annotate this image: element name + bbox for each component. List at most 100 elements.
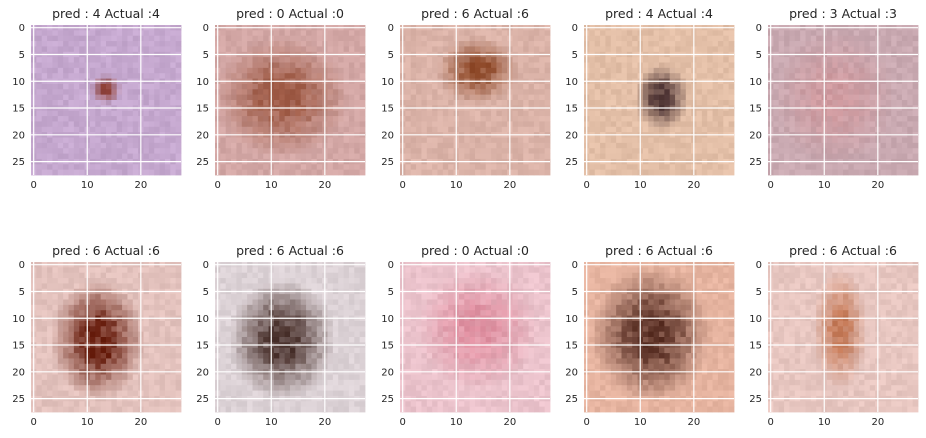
pixel — [111, 363, 118, 370]
pixel — [143, 83, 150, 90]
pixel — [100, 337, 107, 343]
pixel — [231, 110, 237, 117]
pixel — [517, 126, 524, 133]
pixel — [247, 83, 253, 90]
pixel — [68, 126, 75, 133]
pixel — [95, 337, 102, 343]
pixel — [448, 153, 454, 160]
pixel — [73, 320, 80, 327]
pixel — [252, 35, 259, 42]
pixel — [143, 267, 150, 274]
pixel — [175, 278, 182, 284]
pixel — [231, 30, 237, 37]
pixel — [901, 94, 908, 101]
pixel — [154, 326, 160, 333]
pixel — [47, 100, 53, 106]
pixel — [159, 164, 166, 171]
pixel — [437, 73, 444, 79]
pixel — [642, 148, 649, 154]
pixel — [664, 73, 671, 79]
pixel — [794, 121, 801, 128]
pixel — [800, 137, 806, 144]
pixel — [712, 121, 719, 128]
pixel — [164, 89, 171, 96]
pixel — [616, 89, 622, 96]
pixel — [143, 406, 150, 413]
pixel — [442, 137, 449, 144]
pixel — [175, 337, 182, 343]
pixel — [496, 142, 503, 149]
pixel — [491, 57, 497, 63]
pixel — [475, 142, 481, 149]
pixel — [485, 35, 492, 42]
pixel — [496, 164, 503, 171]
pixel — [653, 148, 660, 154]
pixel — [132, 73, 139, 79]
pixel — [263, 142, 269, 149]
pixel — [491, 30, 497, 37]
pixel — [170, 41, 177, 47]
pixel — [220, 169, 227, 176]
pixel — [848, 46, 855, 53]
pixel — [164, 126, 171, 133]
pixel — [311, 121, 318, 128]
pixel — [469, 100, 476, 106]
pixel — [73, 153, 80, 160]
pixel — [696, 46, 703, 53]
pixel — [594, 121, 601, 128]
pixel — [143, 310, 150, 316]
pixel — [300, 62, 307, 69]
pixel — [164, 320, 171, 327]
pixel — [533, 116, 540, 122]
pixel — [159, 62, 166, 69]
pixel — [68, 121, 75, 128]
pixel — [843, 94, 849, 101]
pixel — [338, 73, 344, 79]
pixel — [480, 142, 487, 149]
pixel — [295, 142, 302, 149]
pixel — [273, 169, 280, 176]
pixel — [231, 100, 237, 106]
pixel — [659, 62, 665, 69]
pixel — [343, 126, 350, 133]
pixel — [306, 110, 312, 117]
pixel — [648, 100, 655, 106]
pixel — [348, 35, 355, 42]
pixel — [73, 116, 80, 122]
pixel — [517, 57, 524, 63]
pixel — [132, 374, 139, 381]
pixel — [164, 358, 171, 365]
pixel — [359, 169, 366, 176]
pixel — [63, 142, 69, 149]
pixel — [685, 100, 692, 106]
pixel — [95, 35, 102, 42]
pixel — [338, 142, 344, 149]
pixel — [469, 67, 476, 74]
pixel — [843, 100, 849, 106]
pixel — [175, 358, 182, 365]
pixel — [464, 35, 471, 42]
pixel — [437, 94, 444, 101]
pixel — [311, 89, 318, 96]
pixel — [279, 137, 286, 144]
pixel — [73, 337, 80, 343]
pixel — [164, 153, 171, 160]
pixel — [143, 353, 150, 359]
pixel — [528, 89, 535, 96]
pixel — [837, 100, 844, 106]
pixel — [73, 353, 80, 359]
pixel — [648, 62, 655, 69]
pixel — [290, 89, 296, 96]
pixel — [111, 116, 118, 122]
pixel — [106, 353, 112, 359]
pixel — [707, 100, 713, 106]
pixel — [148, 73, 155, 79]
pixel — [47, 164, 53, 171]
pixel — [664, 110, 671, 117]
pixel — [47, 94, 53, 101]
pixel — [485, 121, 492, 128]
pixel — [348, 100, 355, 106]
pixel — [52, 169, 59, 176]
pixel — [589, 169, 596, 176]
pixel — [170, 358, 177, 365]
